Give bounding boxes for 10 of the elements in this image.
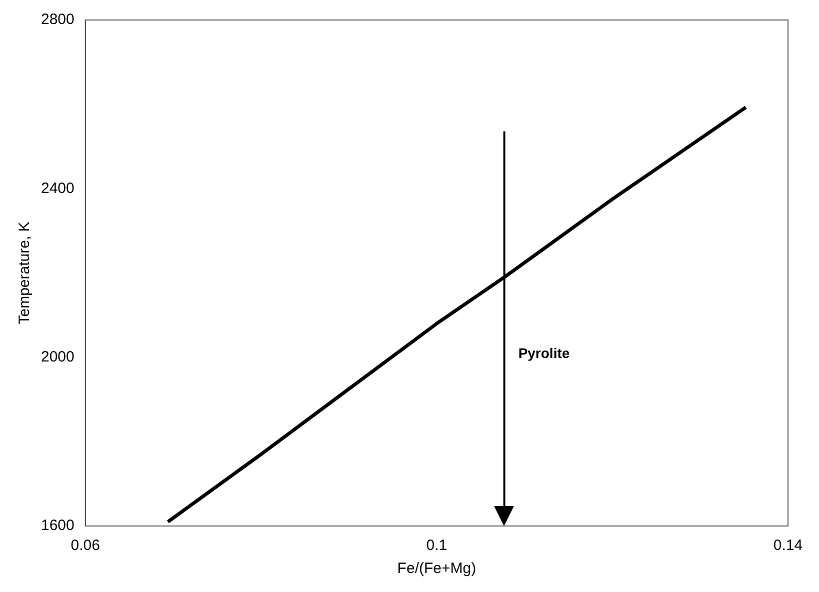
y-axis-title: Temperature, K [16, 222, 34, 324]
y-tick-label: 2800 [40, 11, 74, 28]
y-tick-label: 2400 [40, 180, 74, 197]
x-tick-label: 0.14 [773, 537, 803, 554]
ref-line-label: Pyrolite [518, 344, 570, 361]
y-tick-label: 2000 [40, 348, 74, 366]
x-tick-label: 0.06 [70, 537, 100, 554]
x-axis-title: Fe/(Fe+Mg) [397, 560, 476, 578]
y-tick-label: 1600 [40, 517, 74, 534]
x-tick-label: 0.1 [426, 537, 448, 554]
